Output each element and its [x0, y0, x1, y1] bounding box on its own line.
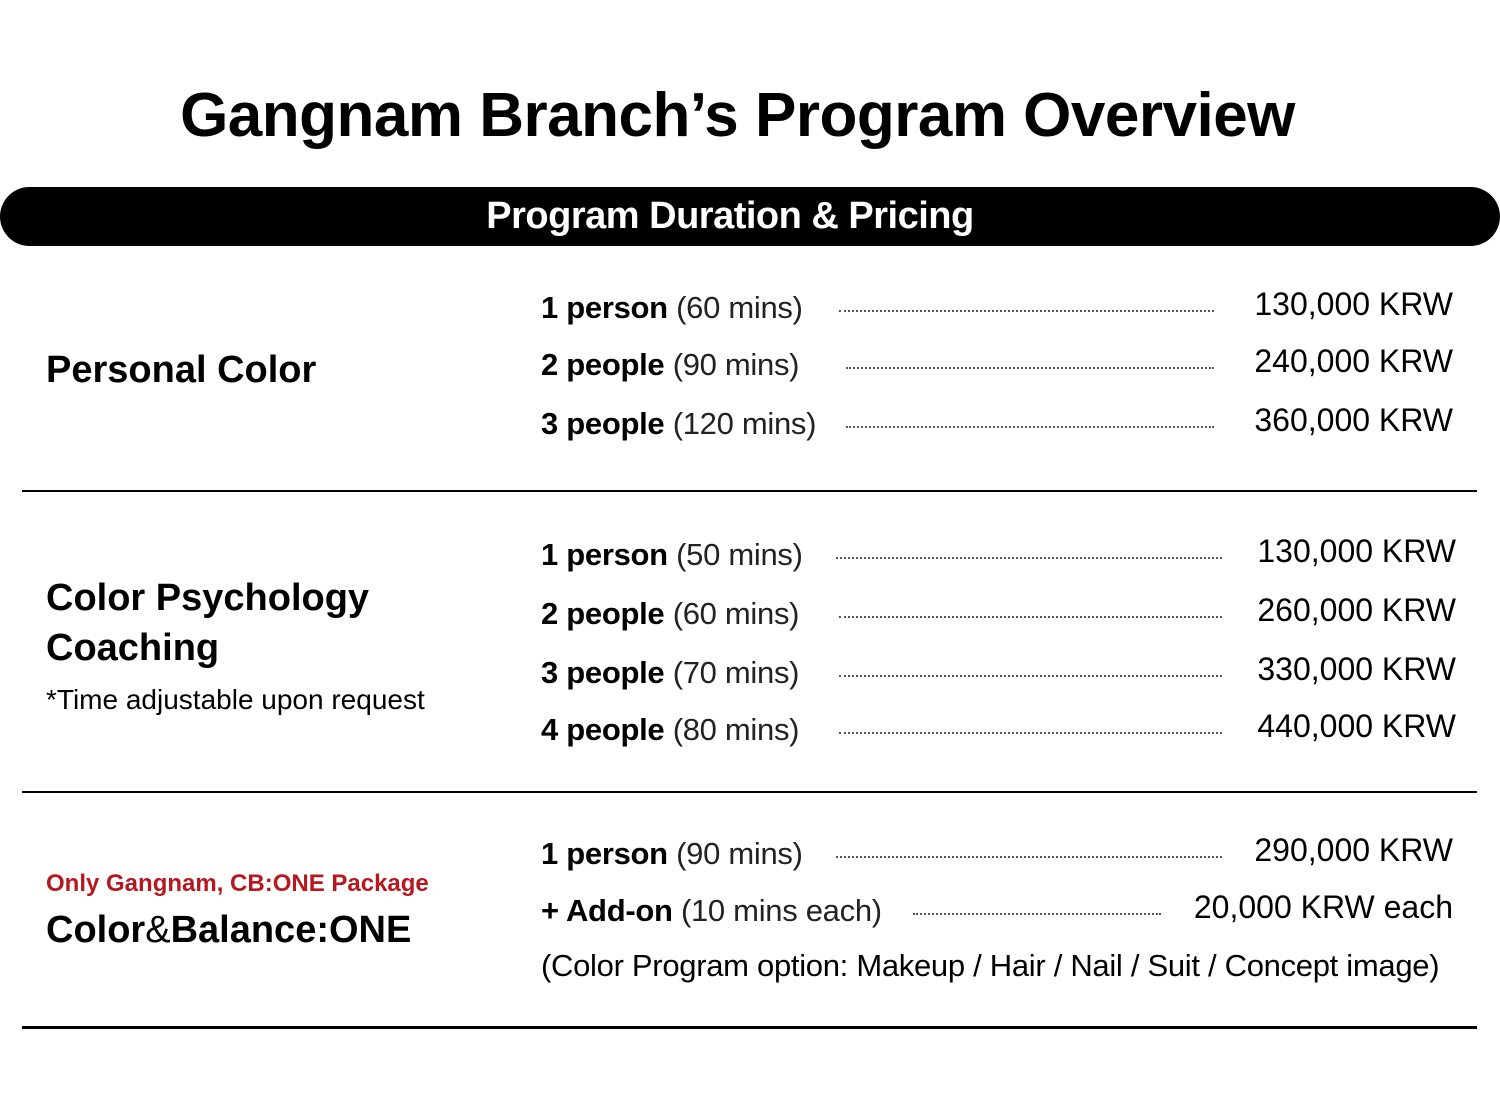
people-count: 4 people	[541, 712, 665, 747]
price-row: + Add-on (10 mins each) 20,000 KRW each	[541, 889, 1453, 933]
dotted-leader	[839, 616, 1222, 618]
people-count: 3 people	[541, 655, 665, 690]
people-count: 1 person	[541, 537, 668, 572]
people-count: 1 person	[541, 836, 668, 871]
price-value: 290,000 KRW	[1254, 832, 1453, 868]
duration: (10 mins each)	[680, 893, 882, 928]
program-name-part2: Balance:ONE	[170, 909, 412, 951]
program-options-line: (Color Program option: Makeup / Hair / N…	[541, 948, 1440, 984]
duration: (60 mins)	[672, 596, 800, 631]
price-value: 20,000 KRW each	[1193, 889, 1453, 925]
price-row: 3 people (70 mins) 330,000 KRW	[541, 651, 1456, 695]
options-colon: :	[839, 948, 849, 983]
dotted-leader	[846, 367, 1214, 369]
program-name-personal-color: Personal Color	[46, 349, 317, 391]
price-row-label: 1 person (50 mins)	[541, 537, 803, 573]
price-row: 4 people (80 mins) 440,000 KRW	[541, 708, 1456, 752]
price-row-label: 3 people (120 mins)	[541, 406, 816, 442]
price-row-label: + Add-on (10 mins each)	[541, 893, 882, 929]
price-row-label: 1 person (60 mins)	[541, 290, 803, 326]
section-divider	[22, 490, 1477, 492]
price-row: 3 people (120 mins) 360,000 KRW	[541, 402, 1453, 446]
price-row-label: 2 people (90 mins)	[541, 347, 799, 383]
price-row: 2 people (60 mins) 260,000 KRW	[541, 592, 1456, 636]
price-row-label: 4 people (80 mins)	[541, 712, 799, 748]
dotted-leader	[839, 310, 1214, 312]
price-value: 130,000 KRW	[1254, 286, 1453, 322]
people-count: 2 people	[541, 596, 665, 631]
people-count: 3 people	[541, 406, 665, 441]
dotted-leader	[839, 732, 1222, 734]
price-value: 260,000 KRW	[1257, 592, 1456, 628]
duration: (90 mins)	[676, 836, 803, 871]
people-count: 2 people	[541, 347, 665, 382]
price-value: 240,000 KRW	[1254, 343, 1453, 379]
duration: (80 mins)	[672, 712, 800, 747]
dotted-leader	[846, 426, 1214, 428]
section-header-label: Program Duration & Pricing	[486, 195, 974, 237]
program-name-line1: Color Psychology	[46, 577, 370, 619]
duration: (120 mins)	[672, 406, 817, 441]
program-name-color-psychology: Color Psychology Coaching	[46, 573, 369, 673]
price-row-label: 3 people (70 mins)	[541, 655, 799, 691]
price-value: 440,000 KRW	[1257, 708, 1456, 744]
price-row: 1 person (50 mins) 130,000 KRW	[541, 533, 1456, 577]
program-tag: Only Gangnam, CB:ONE Package	[46, 870, 429, 897]
section-divider	[22, 1026, 1477, 1029]
program-name-line2: Coaching	[46, 627, 220, 669]
price-row: 1 person (90 mins) 290,000 KRW	[541, 832, 1453, 876]
duration: (60 mins)	[676, 290, 803, 325]
price-row-label: 1 person (90 mins)	[541, 836, 803, 872]
dotted-leader	[836, 557, 1222, 559]
page-title: Gangnam Branch’s Program Overview	[180, 81, 1295, 150]
duration: (70 mins)	[672, 655, 800, 690]
dotted-leader	[913, 913, 1161, 915]
program-name-ampersand: &	[145, 909, 171, 951]
price-row: 2 people (90 mins) 240,000 KRW	[541, 343, 1453, 387]
price-row: 1 person (60 mins) 130,000 KRW	[541, 286, 1453, 330]
price-row-label: 2 people (60 mins)	[541, 596, 799, 632]
price-value: 130,000 KRW	[1257, 533, 1456, 569]
people-count: 1 person	[541, 290, 668, 325]
section-divider	[22, 791, 1477, 793]
section-header-bar: Program Duration & Pricing	[0, 187, 1500, 246]
price-value: 330,000 KRW	[1257, 651, 1456, 687]
program-note: *Time adjustable upon request	[46, 684, 425, 715]
program-name-color-balance-one: Color&Balance:ONE	[46, 905, 411, 955]
dotted-leader	[836, 856, 1222, 858]
duration: (50 mins)	[676, 537, 803, 572]
program-name-part1: Color	[46, 909, 146, 951]
duration: (90 mins)	[672, 347, 800, 382]
options-label: (Color Program option	[541, 948, 840, 983]
price-value: 360,000 KRW	[1254, 402, 1453, 438]
options-values: Makeup / Hair / Nail / Suit / Concept im…	[848, 948, 1440, 983]
addon-label: + Add-on	[541, 893, 673, 928]
dotted-leader	[839, 675, 1222, 677]
